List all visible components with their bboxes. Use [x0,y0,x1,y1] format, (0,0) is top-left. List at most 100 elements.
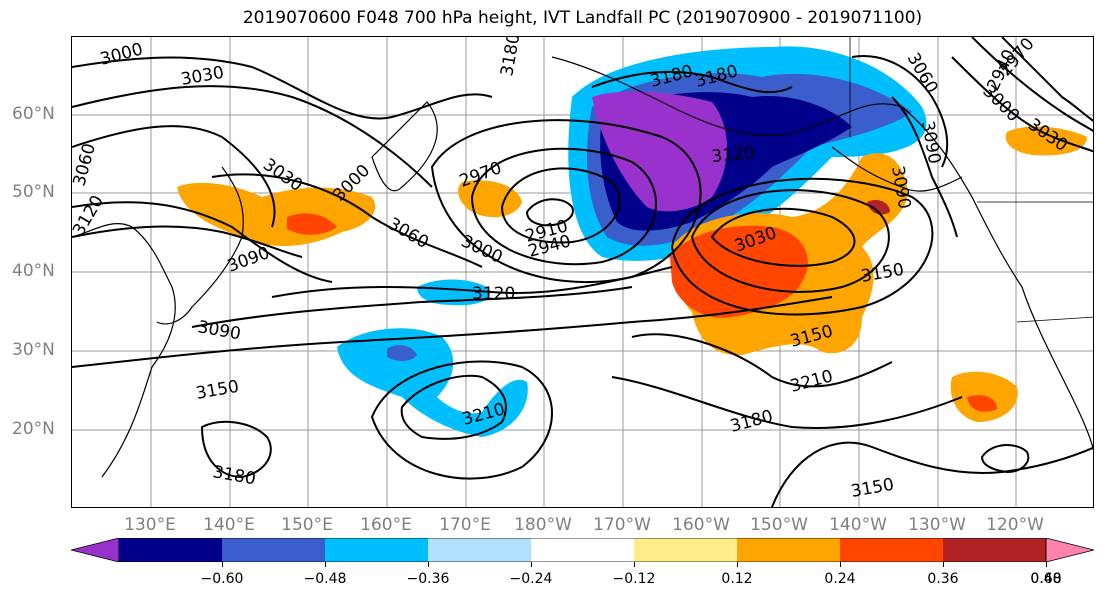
lon-label: 130°E [124,515,176,535]
contour-3150-south [72,296,833,368]
colorbar-tick-mark [325,562,326,567]
contour-3180-pacific [370,360,553,480]
colorbar-segment [634,538,738,562]
colorbar-tick-label: −0.60 [200,571,244,587]
contour-3150-se [771,441,1093,507]
contour-3210-east [631,333,893,388]
ivt-shade-gulf-red [670,225,808,318]
coast-na-west [901,106,1093,451]
colorbar-tick-mark [428,562,429,567]
lat-label-60: 60°N [12,104,55,124]
borders [849,37,1093,323]
colorbar-tick-label: −0.24 [509,571,553,587]
contour-low-center-4 [430,119,702,284]
coast-kamchatka [371,101,438,192]
contour-ring-small-e [980,444,1030,474]
lon-label: 130°W [908,515,966,535]
border-us-mexico [1016,316,1093,323]
contour-label: 3060 [903,50,942,97]
contour-label: 3150 [194,377,240,404]
contour-high-ring-2 [690,189,890,293]
contour-3060-ne [851,55,949,168]
contour-label: 3000 [458,231,506,267]
contour-label: 3060 [385,214,432,253]
colorbar-tick-mark [634,562,635,567]
contour-3180-sw [200,420,272,479]
map-svg: 3000 3030 3060 3120 3090 3150 3180 2970 … [72,37,1093,507]
lon-label: 160°E [360,515,412,535]
lon-label: 170°E [439,515,491,535]
contour-3060-mid [211,173,483,268]
lon-label: 120°W [986,515,1044,535]
contour-label: 3180 [728,406,775,437]
colorbar-tick-label: 0.12 [721,571,753,587]
ivt-shade-gulf-darkred [867,200,890,215]
colorbar-segment [222,538,326,562]
contour-label: 3120 [711,143,756,167]
colorbar-tick-mark [840,562,841,567]
colorbar-segment [840,538,944,562]
ivt-shade-bc-orange [1005,126,1087,156]
colorbar-tick-mark [222,562,223,567]
contour-label: 3180 [211,462,257,489]
contour-label: 3090 [917,119,944,165]
contour-3090-west [72,201,333,283]
lat-label-40: 40°N [12,261,55,281]
contour-label: 3060 [72,141,100,188]
colorbar-tick-label: 0.60 [1030,571,1062,587]
colorbar-segment [325,538,429,562]
colorbar-tick-label: −0.48 [303,571,347,587]
contour-label: 3180 [497,37,524,78]
contour-3030-nw [72,85,433,188]
lon-label: 140°E [203,515,255,535]
colorbar-segment [428,538,532,562]
coastlines [72,56,1093,478]
coast-gulf [831,146,963,192]
colorbar-tick-mark [1046,562,1047,567]
contour-3000-nw [72,56,493,120]
lon-label: 150°E [281,515,333,535]
coast-japan [156,166,244,325]
ivt-shade-purple [592,91,727,212]
ivt-shade-japan-red [287,213,337,235]
colorbar-tick-label: −0.36 [406,571,450,587]
ivt-shade-pacific-blob [337,328,528,437]
colorbar-tick-label: 0.36 [927,571,959,587]
contour-3120-west [72,225,303,258]
lon-label: 180°W [514,515,572,535]
contour-3210-pacific [400,374,507,440]
chart-title: 2019070600 F048 700 hPa height, IVT Land… [242,8,923,28]
colorbar [71,538,1094,562]
contour-label: 3000 [98,39,145,70]
contour-low-center-inner [525,198,574,227]
map-panel: 3000 3030 3060 3120 3090 3150 3180 2970 … [71,36,1094,508]
lat-label-20: 20°N [12,419,55,439]
contour-2970-ne [971,37,1093,132]
height-contours [72,37,1093,507]
contour-3180-ne [591,70,793,94]
contour-label: 3210 [788,366,835,397]
ivt-shade-midpac-blob [417,279,491,306]
colorbar-tick-label: −0.12 [612,571,656,587]
contour-2940-ne [1001,37,1093,122]
colorbar-extend-high [1045,538,1094,562]
contour-label: 3120 [472,284,515,304]
colorbar-segment [531,538,635,562]
colorbar-tick-label: 0.24 [824,571,856,587]
contour-3090-ne [891,96,958,238]
lat-label-30: 30°N [12,340,55,360]
contour-low-center-2 [500,167,621,244]
lat-label-50: 50°N [12,182,55,202]
contour-low-center-3 [470,147,657,266]
contour-3060-west [72,125,276,228]
colorbar-extend-low [71,538,120,562]
contour-high-ring-3 [670,177,934,316]
lon-label: 150°W [750,515,808,535]
colorbar-tick-mark [737,562,738,567]
colorbar-outline [118,538,1047,562]
ivt-shade-baja-red [967,395,997,412]
lon-label: 140°W [829,515,887,535]
coast-asia [72,223,176,478]
contour-high-ring-1 [710,207,856,267]
contour-3090-south [191,286,633,328]
